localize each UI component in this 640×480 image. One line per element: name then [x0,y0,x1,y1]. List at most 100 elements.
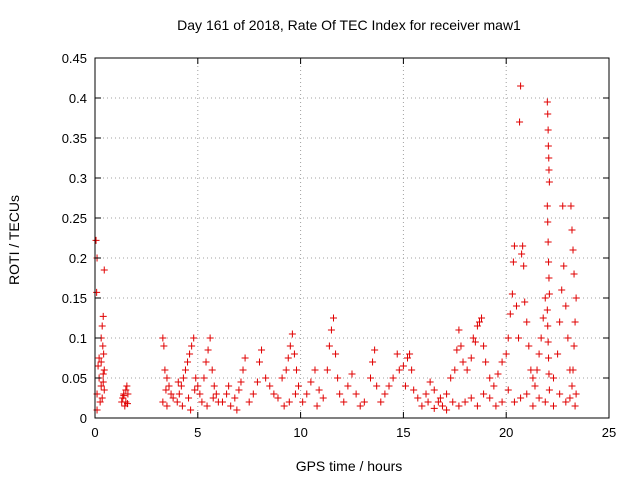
data-point [422,390,430,398]
data-point [209,394,217,402]
data-point [100,366,108,374]
data-point [455,326,463,334]
data-point [515,334,523,342]
data-point [185,394,193,402]
data-point [572,390,580,398]
data-point [290,350,298,358]
data-point [280,402,288,410]
data-point [406,350,414,358]
data-point [517,394,525,402]
data-point [543,202,551,210]
data-point [255,358,263,366]
data-point [282,366,290,374]
data-point [332,350,340,358]
data-point [184,358,192,366]
data-point [516,118,524,126]
data-point [408,366,416,374]
data-point [545,154,553,162]
data-point [494,370,502,378]
y-tick-label: 0.25 [62,211,87,226]
data-point [122,398,130,406]
y-tick-label: 0.2 [69,251,87,266]
data-point [469,334,477,342]
data-point [478,314,486,322]
data-point [543,98,551,106]
data-point [473,402,481,410]
data-point [187,406,195,414]
data-point [529,402,537,410]
data-point [99,378,107,386]
data-point [492,402,500,410]
y-tick-label: 0.05 [62,371,87,386]
data-point [285,398,293,406]
data-point [99,342,107,350]
data-point [367,374,375,382]
data-point [571,318,579,326]
data-point [329,314,337,322]
data-point [190,334,198,342]
data-point [486,374,494,382]
data-point [410,386,418,394]
data-point [99,312,107,320]
data-point [284,354,292,362]
data-point [235,386,243,394]
data-point [212,390,220,398]
data-point [531,382,539,390]
data-point [451,366,459,374]
x-tick-label: 15 [396,425,410,440]
data-point [239,366,247,374]
data-point [544,322,552,330]
data-point [348,370,356,378]
data-point [399,362,407,370]
data-point [258,346,266,354]
data-point [401,382,409,390]
data-points [92,82,580,414]
y-tick-label: 0.1 [69,331,87,346]
data-point [225,382,233,390]
data-point [461,398,469,406]
data-point [311,366,319,374]
data-point [498,358,506,366]
data-point [323,366,331,374]
data-point [506,310,514,318]
data-point [188,342,196,350]
data-point [556,390,564,398]
data-point [473,322,481,330]
data-point [307,378,315,386]
data-point [253,378,261,386]
data-point [315,386,323,394]
data-point [100,350,108,358]
data-point [163,402,171,410]
data-point [549,374,557,382]
data-point [98,322,106,330]
data-point [99,370,107,378]
data-point [498,398,506,406]
data-point [313,402,321,410]
data-point [92,236,100,244]
data-point [545,354,553,362]
data-point [231,394,239,402]
data-point [426,378,434,386]
data-point [535,394,543,402]
data-point [527,366,535,374]
data-point [545,166,553,174]
data-point [95,354,103,362]
data-point [340,398,348,406]
data-point [371,346,379,354]
data-point [545,178,553,186]
data-point [373,382,381,390]
data-point [541,398,549,406]
data-point [490,382,498,390]
data-point [336,390,344,398]
x-tick-label: 25 [602,425,616,440]
data-point [443,390,451,398]
data-point [544,126,552,134]
data-point [223,390,231,398]
data-point [165,382,173,390]
data-point [266,382,274,390]
data-point [404,354,412,362]
data-point [270,390,278,398]
data-point [545,274,553,282]
data-point [303,390,311,398]
